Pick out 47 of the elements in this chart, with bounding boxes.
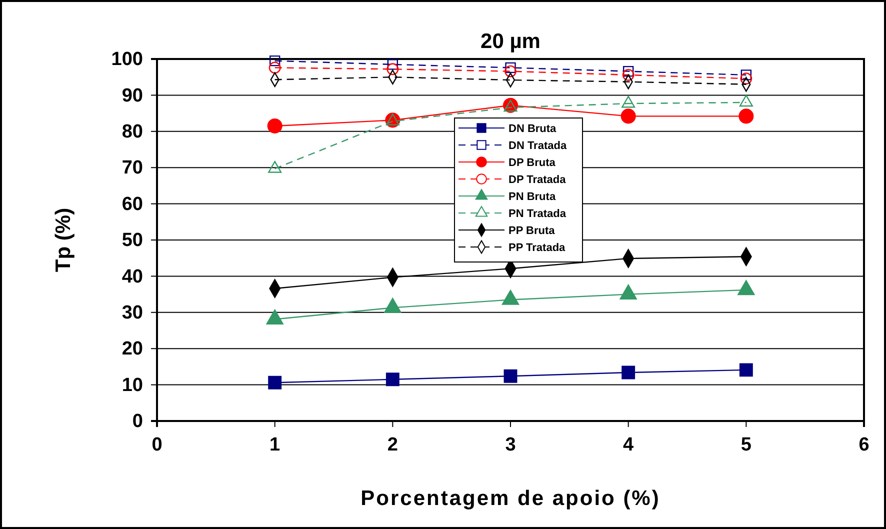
point: [504, 369, 518, 383]
point: [739, 363, 753, 377]
y-tick-label: 100: [111, 49, 143, 70]
y-tick-label: 70: [122, 158, 143, 179]
x-tick-label: 3: [505, 434, 516, 456]
y-tick-label: 40: [122, 266, 143, 288]
point: [622, 68, 634, 81]
x-axis-title: Porcentagem de apoio (%): [360, 487, 660, 510]
legend-label: DP Bruta: [508, 157, 556, 169]
point: [504, 65, 516, 78]
x-tick-label: 6: [858, 434, 870, 456]
point: [740, 70, 752, 80]
point: [386, 63, 399, 76]
x-tick-label: 4: [623, 434, 634, 456]
point: [738, 108, 754, 124]
x-tick-label: 5: [740, 434, 752, 456]
y-tick-label: 30: [122, 302, 143, 324]
x-tick-label: 0: [152, 434, 162, 456]
y-tick-label: 20: [122, 338, 143, 360]
y-tick-label: 90: [122, 85, 143, 106]
legend-label: PN Tratada: [508, 208, 567, 220]
y-tick-label: 10: [122, 374, 143, 396]
y-tick-label: 80: [122, 121, 143, 142]
point: [622, 66, 634, 77]
y-tick-label: 50: [122, 230, 143, 252]
point: [267, 118, 282, 134]
point: [620, 108, 636, 124]
point: [622, 366, 636, 380]
point: [386, 372, 400, 386]
point: [269, 55, 280, 66]
chart-title: 20 µm: [480, 30, 540, 53]
point: [740, 72, 752, 84]
x-tick-label: 1: [270, 434, 281, 456]
legend-label: PP Tratada: [508, 242, 566, 254]
legend-label: PN Bruta: [508, 191, 556, 203]
point: [505, 62, 516, 74]
point: [268, 62, 281, 74]
legend-label: DN Tratada: [508, 140, 568, 152]
legend-label: DN Bruta: [508, 123, 558, 135]
y-axis-title: Tp (%): [52, 208, 75, 272]
legend-label: DP Tratada: [508, 174, 567, 186]
point: [268, 376, 282, 390]
y-tick-label: 60: [122, 194, 143, 215]
legend-label: PP Bruta: [508, 225, 556, 237]
point: [387, 59, 398, 70]
y-tick-label: 0: [132, 411, 143, 432]
x-tick-label: 2: [387, 434, 398, 456]
